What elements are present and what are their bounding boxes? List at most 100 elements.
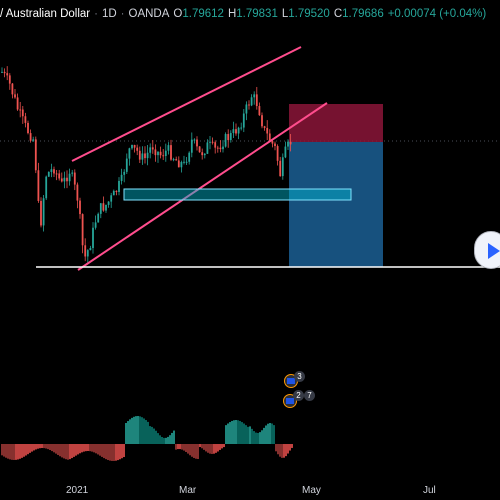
candle-body <box>94 222 97 228</box>
candle-body <box>253 94 256 98</box>
oscillator-bar <box>215 444 217 453</box>
candle-body <box>60 178 63 182</box>
oscillator-bar <box>189 444 191 456</box>
oscillator-bar <box>263 427 265 444</box>
oscillator-bar <box>211 444 213 454</box>
candle-body <box>29 133 32 141</box>
oscillator-bar <box>241 422 243 444</box>
oscillator-bar <box>251 428 253 444</box>
oscillator-bar <box>221 444 223 449</box>
support-zone-box <box>123 188 352 201</box>
oscillator-bar <box>149 426 151 444</box>
candle-body <box>110 195 113 202</box>
candle-body <box>32 139 35 141</box>
oscillator-bar <box>187 444 189 454</box>
stop-loss-zone <box>289 104 383 142</box>
oscillator-bar <box>247 426 249 444</box>
channel-lower-line <box>77 102 328 271</box>
oscillator-bar <box>97 444 99 455</box>
low-key: L <box>281 8 289 20</box>
candle-body <box>209 141 211 143</box>
candle-body <box>250 97 253 106</box>
candle-body <box>172 159 175 161</box>
oscillator-bar <box>267 423 269 444</box>
candle-body <box>107 201 110 205</box>
x-axis-label-2021: 2021 <box>66 485 89 496</box>
oscillator-bar <box>91 444 93 452</box>
candle-body <box>58 173 61 179</box>
candle-body <box>162 155 165 157</box>
high-key: H <box>227 8 237 20</box>
candle-body <box>237 127 240 134</box>
oscillator-bar <box>151 426 153 444</box>
oscillator-bar <box>59 444 61 457</box>
close-value: 1.79686 <box>342 8 384 20</box>
oscillator-bar <box>29 444 31 453</box>
oscillator-bar <box>113 444 115 461</box>
candle-body <box>133 144 136 148</box>
oscillator-bar <box>51 444 53 452</box>
x-axis-label-may: May <box>302 485 321 496</box>
candle-body <box>53 169 55 174</box>
oscillator-bar <box>95 444 97 454</box>
oscillator-bar <box>39 444 41 449</box>
oscillator-bar <box>235 420 237 444</box>
candle-body <box>175 159 178 161</box>
oscillator-bar <box>283 444 285 458</box>
candle-body <box>24 116 27 123</box>
oscillator-bar <box>175 444 177 450</box>
oscillator-bar <box>19 444 21 459</box>
oscillator-bar <box>133 416 135 444</box>
candle-body <box>118 180 120 192</box>
candle-body <box>138 150 141 160</box>
candle-body <box>201 152 204 156</box>
oscillator-bar <box>87 444 89 452</box>
oscillator-bar <box>7 444 9 459</box>
oscillator-bar <box>89 444 91 452</box>
oscillator-bar <box>179 444 181 450</box>
oscillator-bar <box>203 444 205 450</box>
candle-body <box>27 122 29 134</box>
symbol-name[interactable]: / Australian Dollar <box>0 8 91 20</box>
candle-body <box>242 113 245 128</box>
oscillator-bar <box>93 444 95 453</box>
take-profit-zone <box>289 142 383 267</box>
candle-body <box>141 153 144 160</box>
oscillator-bar <box>147 421 149 444</box>
event-count-top: 3 <box>294 371 305 382</box>
low-value: 1.79520 <box>288 8 330 20</box>
oscillator-bar <box>81 444 83 453</box>
candle-body <box>281 157 284 177</box>
candle-body <box>271 141 274 144</box>
candle-body <box>224 134 227 147</box>
candle-body <box>206 142 209 154</box>
candle-body <box>123 171 126 175</box>
oscillator-bar <box>111 444 113 461</box>
oscillator-bar <box>159 435 161 444</box>
oscillator-bar <box>185 444 187 452</box>
oscillator-bar <box>65 444 67 460</box>
oscillator-bar <box>101 444 103 457</box>
oscillator-bar <box>167 436 169 444</box>
candle-body <box>248 104 250 106</box>
oscillator-bar <box>143 418 145 444</box>
candle-body <box>97 213 100 223</box>
candle-body <box>284 146 287 158</box>
candle-body <box>157 151 159 156</box>
oscillator-bar <box>165 437 167 444</box>
oscillator-bar <box>61 444 63 458</box>
oscillator-bar <box>73 444 75 457</box>
interval-label[interactable]: 1D <box>101 8 117 20</box>
candle-body <box>112 190 115 196</box>
oscillator-bar <box>123 444 125 458</box>
oscillator-bar <box>239 420 241 444</box>
scroll-to-realtime-button[interactable] <box>474 231 500 269</box>
candle-body <box>170 145 172 160</box>
oscillator-bar <box>291 444 293 448</box>
candle-body <box>6 73 9 76</box>
oscillator-bar <box>23 444 25 457</box>
candle-body <box>222 146 224 150</box>
oscillator-bar <box>195 444 197 459</box>
candle-body <box>42 198 45 226</box>
